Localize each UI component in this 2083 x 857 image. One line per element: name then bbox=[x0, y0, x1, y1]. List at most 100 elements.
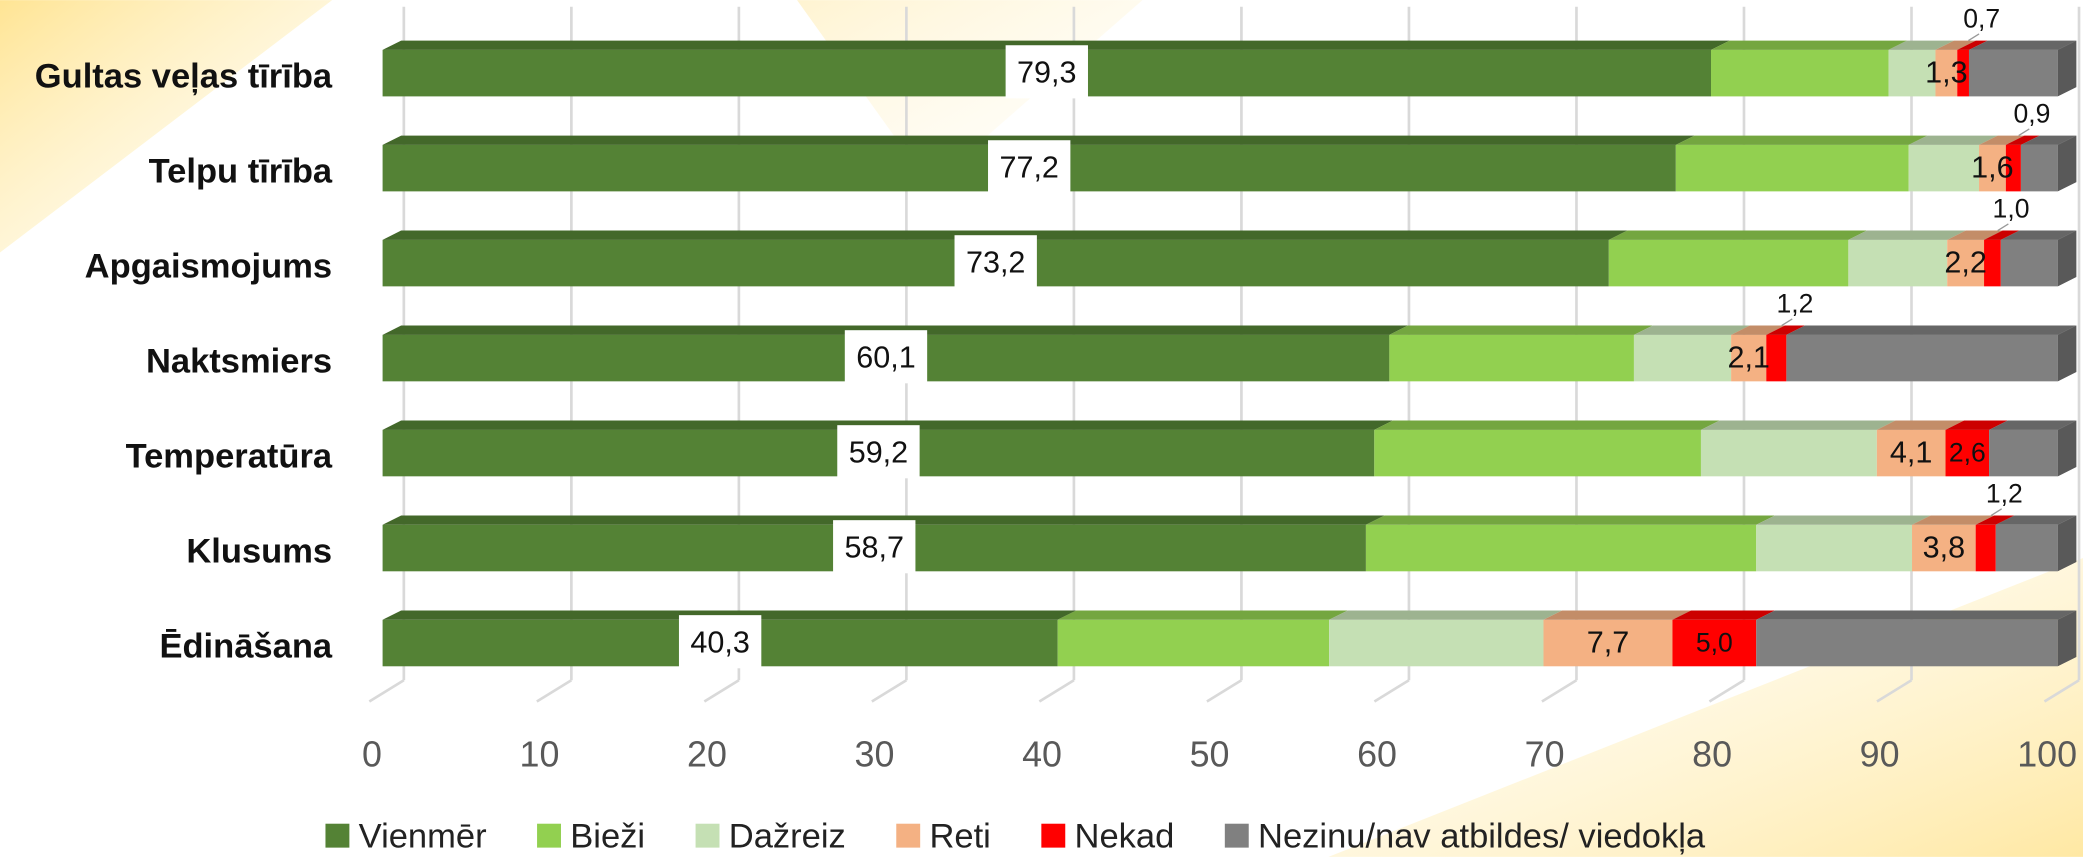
data-label: 7,7 bbox=[1587, 625, 1629, 659]
category-label: Gultas veļas tīrība bbox=[35, 58, 333, 96]
category-label: Ēdināšana bbox=[159, 627, 332, 665]
data-label-box bbox=[988, 140, 1071, 194]
bar-top-face bbox=[1957, 40, 1988, 50]
bar-top-shade bbox=[1756, 515, 1931, 525]
bar-end-shade bbox=[2057, 230, 2077, 287]
bar-top-face bbox=[1672, 610, 1775, 620]
grid-floor-line bbox=[1876, 679, 1913, 703]
data-label: 1,0 bbox=[1993, 194, 2030, 224]
category-label: Klusums bbox=[186, 532, 332, 570]
bar-segment bbox=[1329, 619, 1544, 667]
bar-top-face bbox=[1888, 40, 1955, 50]
bar-top-shade bbox=[1766, 325, 1805, 335]
bar-top-shade bbox=[1365, 515, 1775, 525]
bar-top-shade bbox=[1675, 135, 1928, 145]
bar-top-face bbox=[1995, 515, 2077, 525]
bar-top-face bbox=[2020, 135, 2077, 145]
bar-top-face bbox=[2000, 230, 2077, 240]
bar-top-face bbox=[1365, 515, 1775, 525]
bar-top-face bbox=[1935, 40, 1976, 50]
bar-top-face bbox=[1710, 40, 1908, 50]
bar-segment bbox=[1908, 144, 1980, 192]
bar-end-face bbox=[2057, 610, 2077, 667]
bar-segment bbox=[1543, 619, 1673, 667]
data-label: 59,2 bbox=[849, 435, 908, 469]
bar-top-shade bbox=[382, 325, 1408, 335]
bar-top-face bbox=[1876, 420, 1965, 430]
bar-top-shade bbox=[382, 515, 1385, 525]
bar-top-shade bbox=[1908, 135, 1998, 145]
bar-top-face bbox=[1786, 325, 2077, 335]
bar-segment bbox=[2000, 239, 2058, 287]
bar-top-shade bbox=[1374, 420, 1720, 430]
leader-line bbox=[1968, 33, 1980, 42]
bar-top-shade bbox=[1995, 515, 2077, 525]
grid-floor-line bbox=[1708, 679, 1745, 703]
bar-top-face bbox=[1945, 420, 2008, 430]
legend-swatch bbox=[896, 823, 921, 848]
bar-segment bbox=[1912, 524, 1976, 572]
bar-top-shade bbox=[1543, 610, 1692, 620]
x-tick-label: 40 bbox=[1022, 735, 1062, 775]
bar-top-face bbox=[1979, 135, 2025, 145]
x-tick-label: 0 bbox=[362, 735, 382, 775]
bar-top-face bbox=[1912, 515, 1995, 525]
bar-segment bbox=[1766, 334, 1787, 382]
data-label-box bbox=[678, 615, 762, 669]
grid-floor-line bbox=[368, 679, 405, 703]
data-label-box bbox=[1005, 45, 1088, 99]
data-label: 0,7 bbox=[1963, 4, 2000, 34]
data-label: 0,9 bbox=[2014, 99, 2051, 129]
bar-top-face bbox=[1968, 40, 2077, 50]
bar-top-shade bbox=[1989, 420, 2077, 430]
bar-segment bbox=[1756, 524, 1913, 572]
data-label-box bbox=[837, 425, 920, 479]
legend-swatch bbox=[537, 823, 561, 848]
x-tick-label: 100 bbox=[2017, 735, 2077, 775]
data-label: 60,1 bbox=[856, 340, 915, 374]
bar-top-face bbox=[1731, 325, 1785, 335]
bar-segment bbox=[1365, 524, 1757, 572]
bar-top-shade bbox=[1672, 610, 1775, 620]
bar-top-face bbox=[1989, 420, 2077, 430]
bar-top-shade bbox=[1968, 40, 2077, 50]
data-label: 2,1 bbox=[1727, 340, 1769, 374]
bar-segment bbox=[1995, 524, 2058, 572]
bar-top-face bbox=[1374, 420, 1720, 430]
bar-top-face bbox=[1984, 230, 2020, 240]
leader-line bbox=[1990, 508, 2003, 517]
bar-end-face bbox=[2057, 135, 2077, 192]
bar-segment bbox=[1389, 334, 1634, 382]
data-label: 1,2 bbox=[1986, 479, 2023, 509]
legend-label: Bieži bbox=[570, 817, 645, 855]
bar-end-face bbox=[2057, 420, 2077, 477]
legend-label: Vienmēr bbox=[359, 817, 487, 855]
bar-top-shade bbox=[1710, 40, 1908, 50]
grid-floor-line bbox=[1541, 679, 1578, 703]
bar-top-shade bbox=[1731, 325, 1785, 335]
bars bbox=[382, 40, 2077, 667]
bar-top-shade bbox=[1888, 40, 1955, 50]
x-tick-label: 70 bbox=[1525, 735, 1565, 775]
bar-top-face bbox=[1908, 135, 1998, 145]
data-label-box bbox=[844, 330, 928, 384]
bar-top-face bbox=[2005, 135, 2040, 145]
bar-segment bbox=[1710, 49, 1889, 97]
data-label: 77,2 bbox=[999, 151, 1058, 185]
leader-line bbox=[1781, 318, 1793, 327]
grid-floor-line bbox=[871, 679, 908, 703]
grid-floor-line bbox=[536, 679, 573, 703]
bar-top-shade bbox=[1979, 135, 2025, 145]
leader-line bbox=[2018, 128, 2030, 137]
data-label: 79,3 bbox=[1017, 56, 1076, 90]
bar-top-shade bbox=[1057, 610, 1348, 620]
bar-segment bbox=[1374, 429, 1701, 477]
bar-top-face bbox=[1848, 230, 1966, 240]
bar-segment bbox=[1984, 239, 2001, 287]
legend-swatch bbox=[1041, 823, 1066, 848]
bar-top-shade bbox=[1876, 420, 1965, 430]
bar-top-shade bbox=[2000, 230, 2077, 240]
grid-floor-line bbox=[1373, 679, 1410, 703]
legend-swatch bbox=[695, 823, 720, 848]
